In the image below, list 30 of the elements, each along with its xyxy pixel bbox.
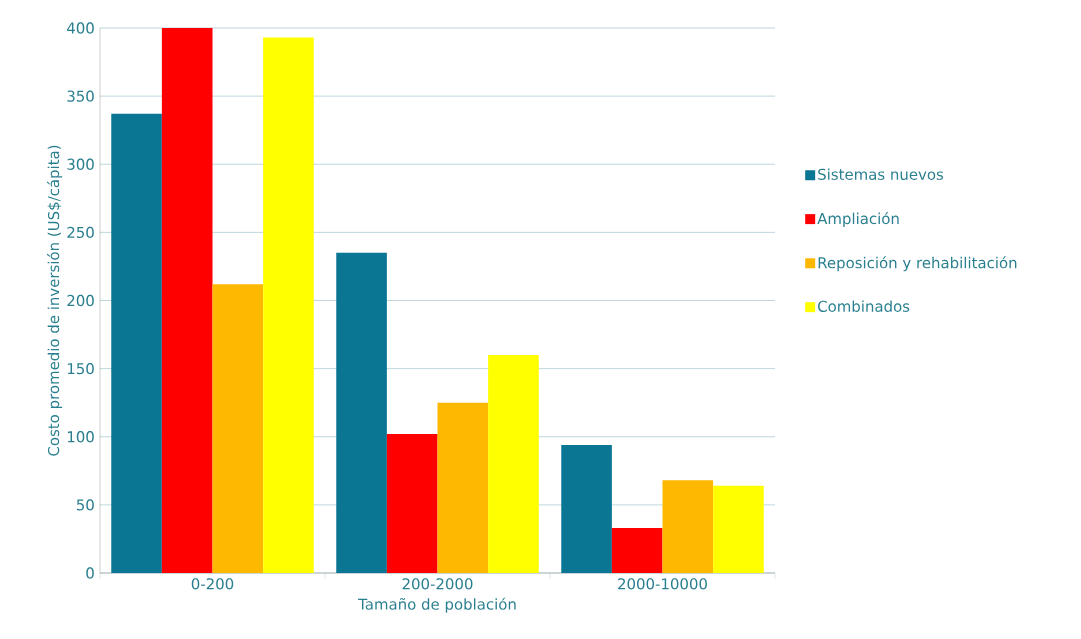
y-tick-label: 300 [67, 158, 94, 170]
bar [488, 355, 539, 573]
x-axis-title: Tamaño de población [358, 597, 516, 613]
y-tick-label: 250 [67, 226, 94, 239]
bar [161, 28, 213, 573]
y-tick-label: 400 [67, 22, 94, 34]
x-tick-label: 2000-10000 [618, 578, 707, 590]
bar [611, 528, 663, 573]
legend-label: Reposición y rehabilitación [818, 256, 1017, 272]
bar [713, 485, 764, 573]
bar [386, 434, 438, 573]
bar [662, 480, 714, 573]
legend-label: Combinados [818, 300, 910, 312]
y-axis-title: Costo promedio de inversión (US$/cápita) [47, 145, 63, 456]
y-tick-label: 50 [76, 499, 94, 511]
bar [263, 37, 314, 573]
x-tick-label: 0-200 [191, 578, 234, 590]
bar [212, 284, 264, 573]
legend-label: Sistemas nuevos [818, 168, 944, 181]
bar [111, 113, 162, 573]
bar [336, 252, 387, 573]
bar [561, 444, 612, 573]
y-tick-label: 100 [67, 431, 94, 443]
bar [437, 402, 489, 573]
x-tick-label: 200-2000 [402, 578, 473, 590]
y-tick-label: 0 [86, 567, 94, 579]
y-tick-label: 200 [67, 294, 94, 307]
y-tick-label: 350 [67, 90, 94, 102]
legend-label: Ampliación [817, 212, 899, 228]
y-tick-label: 150 [67, 362, 94, 375]
